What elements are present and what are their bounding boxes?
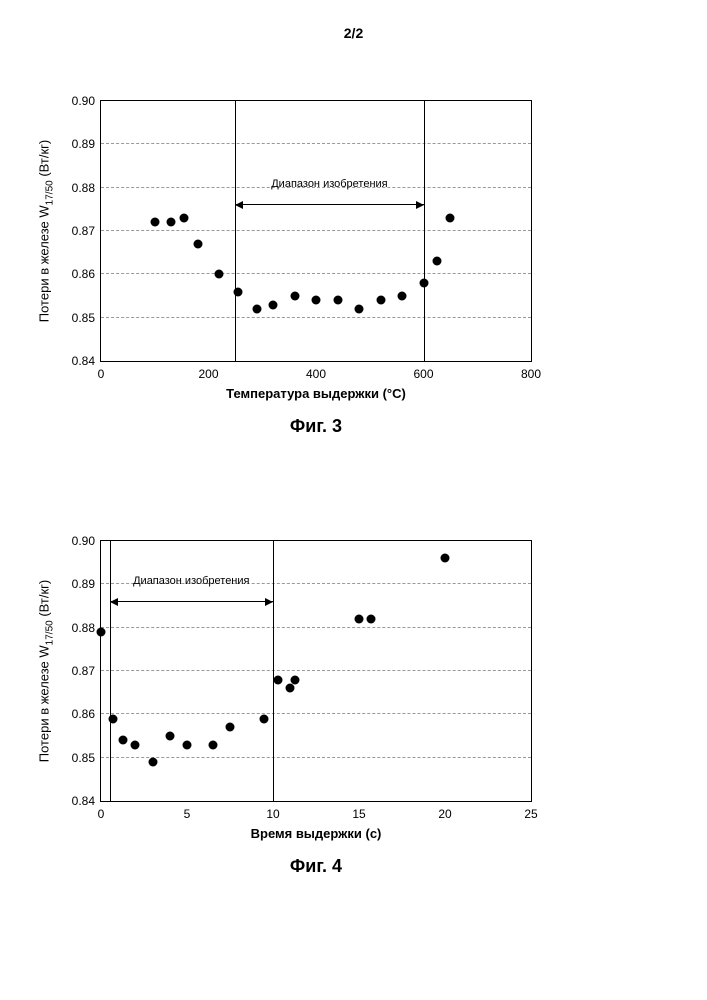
ytick-label: 0.85: [72, 751, 95, 765]
data-point: [333, 296, 342, 305]
data-point: [260, 714, 269, 723]
gridline: [101, 713, 531, 714]
data-point: [376, 296, 385, 305]
data-point: [312, 296, 321, 305]
data-point: [286, 684, 295, 693]
ytick-label: 0.87: [72, 664, 95, 678]
xtick-label: 0: [98, 367, 105, 381]
data-point: [148, 758, 157, 767]
data-point: [269, 300, 278, 309]
data-point: [215, 270, 224, 279]
range-arrow: [235, 204, 423, 205]
ytick-label: 0.89: [72, 577, 95, 591]
data-point: [131, 740, 140, 749]
data-point: [180, 214, 189, 223]
data-point: [234, 287, 243, 296]
data-point: [355, 615, 364, 624]
fig3: 0.840.850.860.870.880.890.90020040060080…: [100, 100, 532, 362]
fig4: 0.840.850.860.870.880.890.900510152025Ди…: [100, 540, 532, 802]
figure-caption: Фиг. 3: [290, 416, 342, 437]
data-point: [252, 305, 261, 314]
data-point: [355, 305, 364, 314]
xtick-label: 10: [266, 807, 279, 821]
ytick-label: 0.86: [72, 267, 95, 281]
xtick-label: 20: [438, 807, 451, 821]
y-axis-label: Потери в железе W17/50 (Вт/кг): [37, 580, 56, 762]
data-point: [183, 740, 192, 749]
ytick-label: 0.90: [72, 94, 95, 108]
xtick-label: 25: [524, 807, 537, 821]
data-point: [226, 723, 235, 732]
ytick-label: 0.86: [72, 707, 95, 721]
data-point: [291, 675, 300, 684]
ytick-label: 0.84: [72, 354, 95, 368]
data-point: [165, 732, 174, 741]
data-point: [193, 240, 202, 249]
xtick-label: 600: [413, 367, 433, 381]
plot-area: 0.840.850.860.870.880.890.90020040060080…: [100, 100, 532, 362]
range-arrow: [110, 601, 273, 602]
gridline: [101, 670, 531, 671]
ytick-label: 0.90: [72, 534, 95, 548]
gridline: [101, 143, 531, 144]
xtick-label: 800: [521, 367, 541, 381]
gridline: [101, 230, 531, 231]
range-line: [273, 541, 274, 801]
page-number: 2/2: [0, 25, 707, 41]
gridline: [101, 317, 531, 318]
xtick-label: 5: [184, 807, 191, 821]
range-label: Диапазон изобретения: [271, 178, 387, 190]
ytick-label: 0.87: [72, 224, 95, 238]
range-line: [424, 101, 425, 361]
x-axis-label: Время выдержки (с): [251, 826, 382, 841]
range-label: Диапазон изобретения: [133, 575, 249, 587]
data-point: [446, 214, 455, 223]
data-point: [290, 292, 299, 301]
data-point: [119, 736, 128, 745]
data-point: [398, 292, 407, 301]
data-point: [419, 279, 428, 288]
ytick-label: 0.84: [72, 794, 95, 808]
y-axis-label: Потери в железе W17/50 (Вт/кг): [37, 140, 56, 322]
data-point: [367, 615, 376, 624]
data-point: [432, 257, 441, 266]
data-point: [166, 218, 175, 227]
x-axis-label: Температура выдержки (°C): [226, 386, 406, 401]
figure-caption: Фиг. 4: [290, 856, 342, 877]
ytick-label: 0.88: [72, 181, 95, 195]
data-point: [208, 740, 217, 749]
xtick-label: 200: [198, 367, 218, 381]
data-point: [97, 628, 106, 637]
gridline: [101, 627, 531, 628]
plot-area: 0.840.850.860.870.880.890.900510152025Ди…: [100, 540, 532, 802]
data-point: [150, 218, 159, 227]
data-point: [441, 554, 450, 563]
ytick-label: 0.89: [72, 137, 95, 151]
ytick-label: 0.88: [72, 621, 95, 635]
data-point: [274, 675, 283, 684]
data-point: [109, 714, 118, 723]
range-line: [110, 541, 111, 801]
xtick-label: 15: [352, 807, 365, 821]
gridline: [101, 757, 531, 758]
gridline: [101, 273, 531, 274]
ytick-label: 0.85: [72, 311, 95, 325]
xtick-label: 400: [306, 367, 326, 381]
xtick-label: 0: [98, 807, 105, 821]
range-line: [235, 101, 236, 361]
